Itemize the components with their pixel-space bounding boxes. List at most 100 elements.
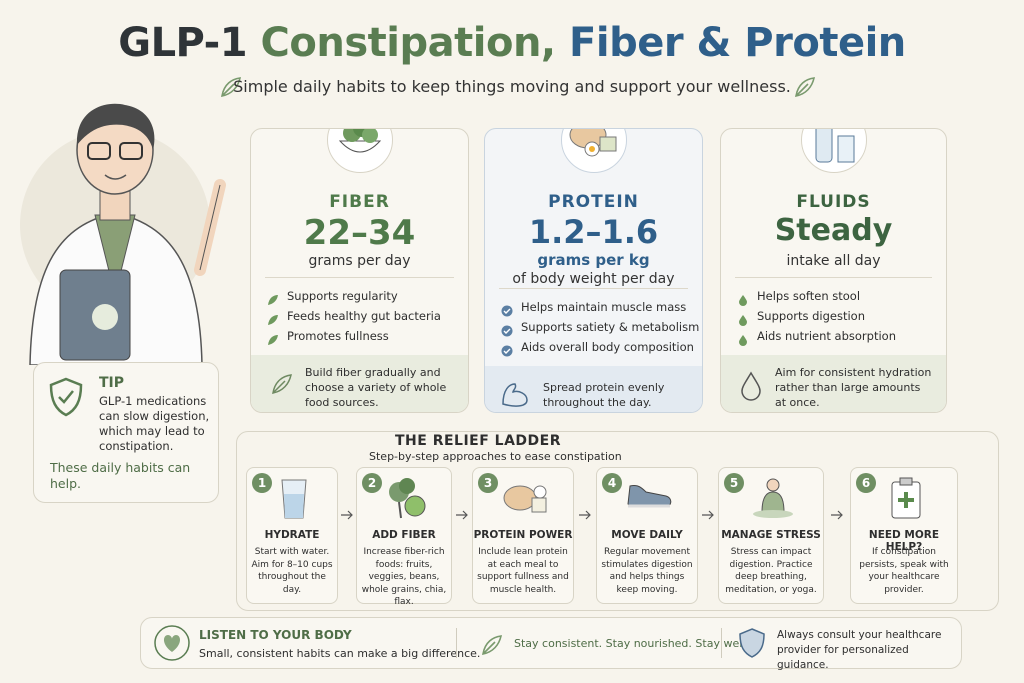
divider — [456, 628, 457, 658]
icon-part — [268, 335, 278, 345]
leaf-icon — [482, 635, 503, 656]
icon — [578, 505, 592, 524]
card-note-box: Build fiber gradually and choose a varie… — [251, 355, 468, 412]
icon — [330, 129, 390, 167]
icon — [748, 476, 798, 522]
step-number: 4 — [602, 473, 622, 493]
step: 2 ADD FIBER Increase fiber-rich foods: fru… — [356, 467, 452, 607]
icon-part — [741, 371, 761, 401]
ladder-subtitle: Step-by-step approaches to ease constipa… — [369, 450, 622, 463]
step: 3 PROTEIN POWER Include lean protein at ea… — [472, 467, 574, 604]
icon-part — [404, 495, 426, 517]
icon-part — [268, 295, 278, 305]
step-title: MOVE DAILY — [611, 529, 683, 541]
icon-part — [531, 497, 547, 513]
icon-part — [398, 501, 402, 519]
divider — [721, 628, 722, 658]
subtitle: Simple daily habits to keep things movin… — [233, 77, 791, 96]
shield-icon — [49, 377, 83, 417]
step: 1 HYDRATE Start with water. Aim for 8–10 c… — [246, 467, 338, 604]
icon — [381, 476, 431, 522]
icon — [340, 505, 354, 524]
card-icon — [326, 129, 393, 173]
icon-part — [753, 510, 793, 518]
icon — [267, 311, 279, 325]
icon-part — [831, 510, 843, 520]
icon-part — [753, 478, 793, 518]
step-title: HYDRATE — [264, 529, 320, 541]
divider — [735, 277, 932, 278]
icon-part — [891, 477, 921, 519]
card-note: Spread protein evenly throughout the day… — [543, 381, 665, 409]
icon-part — [739, 315, 747, 326]
step-title: PROTEIN POWER — [473, 529, 573, 541]
icon — [269, 371, 295, 401]
icon-part — [503, 308, 511, 314]
icon-part — [761, 491, 785, 513]
icon-part — [899, 477, 913, 486]
card-heading: FLUIDS — [796, 192, 871, 212]
icon-part — [361, 129, 378, 143]
card-value: Steady — [774, 213, 893, 248]
step: 4 MOVE DAILY Regular movement stimulates d… — [596, 467, 698, 604]
card-value: 22–34 — [303, 213, 416, 253]
icon — [881, 476, 931, 522]
icon — [830, 505, 844, 524]
icon — [564, 129, 624, 167]
icon-part — [281, 479, 307, 519]
icon-part — [503, 348, 511, 354]
icon-part — [456, 510, 468, 520]
card-icon — [800, 129, 867, 173]
step: 5 MANAGE STRESS Stress can impact digestio… — [718, 467, 824, 604]
icon — [501, 342, 513, 357]
icon-part — [579, 510, 591, 520]
card-bullet: Supports regularity — [287, 289, 398, 303]
icon-part — [503, 485, 537, 511]
icon-part — [741, 371, 761, 401]
icon-part — [627, 485, 672, 507]
card-bullet: Supports digestion — [757, 309, 865, 323]
card-note-box: Aim for consistent hydration rather than… — [721, 355, 946, 412]
footer-middle: Stay consistent. Stay nourished. Stay we… — [514, 637, 749, 650]
icon-part — [503, 328, 511, 334]
title-part: Fiber & Protein — [569, 20, 906, 66]
title: GLP-1 Constipation, Fiber & Protein — [0, 20, 1024, 66]
step-text: Include lean protein at each meal to sup… — [477, 547, 569, 595]
shield-icon — [739, 628, 765, 658]
icon-part — [588, 146, 595, 152]
icon-part — [501, 325, 513, 337]
card-bullet: Feeds healthy gut bacteria — [287, 309, 441, 323]
icon — [737, 331, 749, 346]
card-unit: of body weight per day — [512, 271, 675, 287]
card-note: Build fiber gradually and choose a varie… — [305, 366, 447, 409]
tip-label: TIP — [99, 375, 125, 391]
card-bullet: Supports satiety & metabolism — [521, 320, 700, 334]
icon — [455, 505, 469, 524]
step-text: If constipation persists, speak with you… — [859, 547, 949, 595]
icon-part — [898, 492, 914, 508]
icon-part — [341, 510, 353, 520]
icon-part — [501, 305, 513, 317]
icon-part — [268, 315, 278, 325]
ladder-title: THE RELIEF LADDER — [395, 433, 562, 449]
step-title: MANAGE STRESS — [721, 529, 821, 541]
icon-part — [284, 494, 304, 518]
step: 6 NEED MORE HELP? If constipation persists… — [850, 467, 958, 604]
title-part: GLP-1 — [118, 20, 248, 66]
step-title: ADD FIBER — [372, 529, 436, 541]
footer-box: LISTEN TO YOUR BODY Small, consistent ha… — [140, 617, 962, 671]
icon-part — [389, 478, 426, 519]
card-note: Aim for consistent hydration rather than… — [775, 366, 932, 409]
step-text: Stress can impact digestion. Practice de… — [725, 547, 817, 595]
heart-icon — [154, 625, 190, 661]
card-bullet: Helps soften stool — [757, 289, 861, 303]
divider — [265, 277, 454, 278]
icon — [624, 476, 674, 522]
icon-part — [739, 315, 747, 326]
icon — [737, 311, 749, 326]
card-unit: grams per day — [308, 253, 411, 269]
icon-part — [739, 335, 747, 346]
icon-part — [502, 383, 528, 407]
card-bullet: Helps maintain muscle mass — [521, 300, 687, 314]
